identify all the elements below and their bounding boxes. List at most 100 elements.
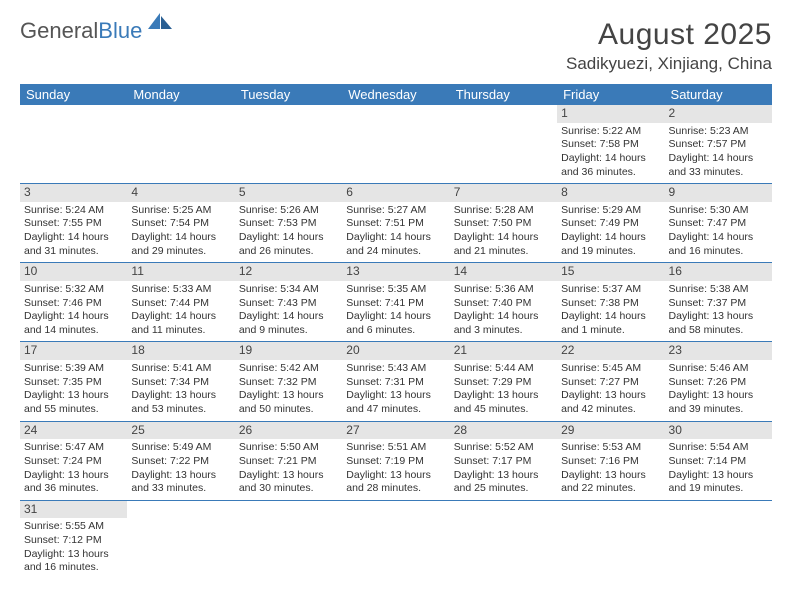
sunrise-text: Sunrise: 5:49 AM [131, 441, 230, 455]
sunrise-text: Sunrise: 5:41 AM [131, 362, 230, 376]
day-number: 12 [235, 263, 342, 281]
sunset-text: Sunset: 7:35 PM [24, 376, 123, 390]
sunset-text: Sunset: 7:17 PM [454, 455, 553, 469]
day-number: 7 [450, 184, 557, 202]
sunrise-text: Sunrise: 5:36 AM [454, 283, 553, 297]
sunrise-text: Sunrise: 5:30 AM [669, 204, 768, 218]
sunset-text: Sunset: 7:31 PM [346, 376, 445, 390]
calendar-empty-cell [450, 500, 557, 579]
daylight-text: Daylight: 14 hours and 11 minutes. [131, 310, 230, 337]
calendar-day-cell: 13Sunrise: 5:35 AMSunset: 7:41 PMDayligh… [342, 263, 449, 342]
day-number: 11 [127, 263, 234, 281]
sunrise-text: Sunrise: 5:22 AM [561, 125, 660, 139]
sunset-text: Sunset: 7:53 PM [239, 217, 338, 231]
sunset-text: Sunset: 7:55 PM [24, 217, 123, 231]
calendar-empty-cell [450, 105, 557, 184]
day-number: 1 [557, 105, 664, 123]
daylight-text: Daylight: 13 hours and 25 minutes. [454, 469, 553, 496]
calendar-day-cell: 8Sunrise: 5:29 AMSunset: 7:49 PMDaylight… [557, 184, 664, 263]
day-number: 26 [235, 422, 342, 440]
sunset-text: Sunset: 7:38 PM [561, 297, 660, 311]
sunset-text: Sunset: 7:19 PM [346, 455, 445, 469]
title-block: August 2025 Sadikyuezi, Xinjiang, China [566, 18, 772, 74]
weekday-header: Friday [557, 84, 664, 105]
calendar-empty-cell [235, 105, 342, 184]
sunrise-text: Sunrise: 5:34 AM [239, 283, 338, 297]
sunset-text: Sunset: 7:21 PM [239, 455, 338, 469]
daylight-text: Daylight: 13 hours and 16 minutes. [24, 548, 123, 575]
day-number: 16 [665, 263, 772, 281]
daylight-text: Daylight: 13 hours and 47 minutes. [346, 389, 445, 416]
calendar-day-cell: 15Sunrise: 5:37 AMSunset: 7:38 PMDayligh… [557, 263, 664, 342]
day-number: 5 [235, 184, 342, 202]
sunrise-text: Sunrise: 5:45 AM [561, 362, 660, 376]
daylight-text: Daylight: 13 hours and 45 minutes. [454, 389, 553, 416]
calendar-day-cell: 30Sunrise: 5:54 AMSunset: 7:14 PMDayligh… [665, 421, 772, 500]
daylight-text: Daylight: 14 hours and 21 minutes. [454, 231, 553, 258]
sunrise-text: Sunrise: 5:47 AM [24, 441, 123, 455]
calendar-week-row: 10Sunrise: 5:32 AMSunset: 7:46 PMDayligh… [20, 263, 772, 342]
sunrise-text: Sunrise: 5:25 AM [131, 204, 230, 218]
calendar-empty-cell [235, 500, 342, 579]
calendar-week-row: 31Sunrise: 5:55 AMSunset: 7:12 PMDayligh… [20, 500, 772, 579]
calendar-day-cell: 22Sunrise: 5:45 AMSunset: 7:27 PMDayligh… [557, 342, 664, 421]
calendar-day-cell: 14Sunrise: 5:36 AMSunset: 7:40 PMDayligh… [450, 263, 557, 342]
day-number: 8 [557, 184, 664, 202]
calendar-day-cell: 11Sunrise: 5:33 AMSunset: 7:44 PMDayligh… [127, 263, 234, 342]
daylight-text: Daylight: 13 hours and 53 minutes. [131, 389, 230, 416]
sunrise-text: Sunrise: 5:55 AM [24, 520, 123, 534]
sunrise-text: Sunrise: 5:29 AM [561, 204, 660, 218]
calendar-empty-cell [342, 500, 449, 579]
daylight-text: Daylight: 13 hours and 19 minutes. [669, 469, 768, 496]
calendar-day-cell: 28Sunrise: 5:52 AMSunset: 7:17 PMDayligh… [450, 421, 557, 500]
calendar-empty-cell [342, 105, 449, 184]
sunrise-text: Sunrise: 5:42 AM [239, 362, 338, 376]
day-number: 28 [450, 422, 557, 440]
day-number: 6 [342, 184, 449, 202]
weekday-header: Wednesday [342, 84, 449, 105]
sunrise-text: Sunrise: 5:46 AM [669, 362, 768, 376]
sunrise-text: Sunrise: 5:39 AM [24, 362, 123, 376]
logo-sail-icon [146, 11, 174, 37]
sunrise-text: Sunrise: 5:26 AM [239, 204, 338, 218]
sunrise-text: Sunrise: 5:53 AM [561, 441, 660, 455]
daylight-text: Daylight: 14 hours and 31 minutes. [24, 231, 123, 258]
day-number: 20 [342, 342, 449, 360]
weekday-header-row: SundayMondayTuesdayWednesdayThursdayFrid… [20, 84, 772, 105]
calendar-day-cell: 25Sunrise: 5:49 AMSunset: 7:22 PMDayligh… [127, 421, 234, 500]
calendar-day-cell: 9Sunrise: 5:30 AMSunset: 7:47 PMDaylight… [665, 184, 772, 263]
sunset-text: Sunset: 7:49 PM [561, 217, 660, 231]
sunset-text: Sunset: 7:46 PM [24, 297, 123, 311]
daylight-text: Daylight: 14 hours and 26 minutes. [239, 231, 338, 258]
calendar-day-cell: 24Sunrise: 5:47 AMSunset: 7:24 PMDayligh… [20, 421, 127, 500]
daylight-text: Daylight: 13 hours and 30 minutes. [239, 469, 338, 496]
sunrise-text: Sunrise: 5:52 AM [454, 441, 553, 455]
calendar-day-cell: 18Sunrise: 5:41 AMSunset: 7:34 PMDayligh… [127, 342, 234, 421]
calendar-day-cell: 29Sunrise: 5:53 AMSunset: 7:16 PMDayligh… [557, 421, 664, 500]
calendar-week-row: 3Sunrise: 5:24 AMSunset: 7:55 PMDaylight… [20, 184, 772, 263]
day-number: 31 [20, 501, 127, 519]
daylight-text: Daylight: 13 hours and 28 minutes. [346, 469, 445, 496]
daylight-text: Daylight: 13 hours and 33 minutes. [131, 469, 230, 496]
sunrise-text: Sunrise: 5:27 AM [346, 204, 445, 218]
sunrise-text: Sunrise: 5:28 AM [454, 204, 553, 218]
daylight-text: Daylight: 14 hours and 3 minutes. [454, 310, 553, 337]
sunrise-text: Sunrise: 5:24 AM [24, 204, 123, 218]
sunset-text: Sunset: 7:26 PM [669, 376, 768, 390]
calendar-week-row: 24Sunrise: 5:47 AMSunset: 7:24 PMDayligh… [20, 421, 772, 500]
calendar-day-cell: 20Sunrise: 5:43 AMSunset: 7:31 PMDayligh… [342, 342, 449, 421]
day-number: 3 [20, 184, 127, 202]
day-number: 24 [20, 422, 127, 440]
sunset-text: Sunset: 7:51 PM [346, 217, 445, 231]
sunset-text: Sunset: 7:27 PM [561, 376, 660, 390]
calendar-table: SundayMondayTuesdayWednesdayThursdayFrid… [20, 84, 772, 579]
month-title: August 2025 [566, 18, 772, 52]
weekday-header: Thursday [450, 84, 557, 105]
daylight-text: Daylight: 13 hours and 22 minutes. [561, 469, 660, 496]
daylight-text: Daylight: 13 hours and 36 minutes. [24, 469, 123, 496]
day-number: 19 [235, 342, 342, 360]
sunset-text: Sunset: 7:57 PM [669, 138, 768, 152]
sunset-text: Sunset: 7:50 PM [454, 217, 553, 231]
calendar-day-cell: 6Sunrise: 5:27 AMSunset: 7:51 PMDaylight… [342, 184, 449, 263]
sunset-text: Sunset: 7:14 PM [669, 455, 768, 469]
